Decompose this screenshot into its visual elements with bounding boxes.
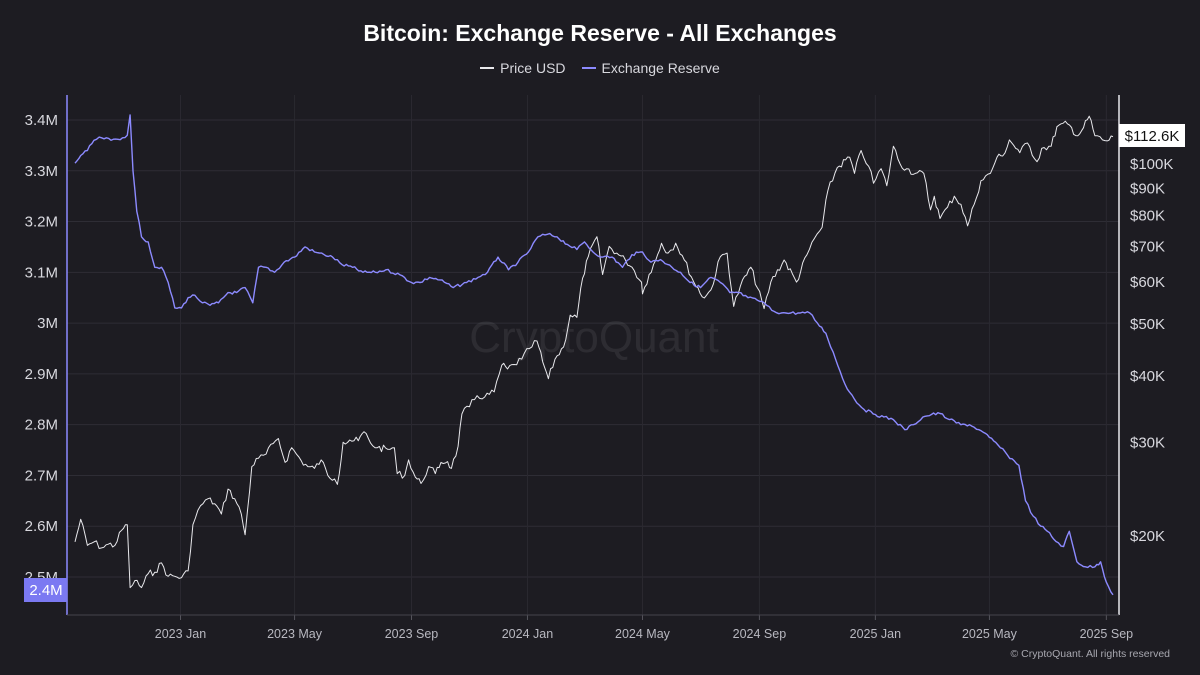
left-tick-label: 2.7M xyxy=(25,467,58,484)
right-tick-label: $50K xyxy=(1130,316,1165,333)
legend-item-price[interactable]: Price USD xyxy=(480,60,566,76)
left-tick-label: 3.1M xyxy=(25,264,58,281)
x-tick-label: 2024 Jan xyxy=(502,627,553,641)
right-tick-label: $40K xyxy=(1130,368,1165,385)
left-tick-label: 3M xyxy=(37,315,58,332)
x-axis: 2023 Jan 2023 May 2023 Sep 2024 Jan 2024 May… xyxy=(67,614,1134,641)
copyright-text: © CryptoQuant. All rights reserved xyxy=(1010,648,1170,660)
legend-swatch-price xyxy=(480,67,495,69)
legend-item-reserve[interactable]: Exchange Reserve xyxy=(581,60,720,76)
series-line-price xyxy=(74,115,1114,589)
left-tick-label: 2.9M xyxy=(25,366,58,383)
price-current-label: $112.6K xyxy=(1125,128,1180,145)
x-tick-label: 2023 May xyxy=(267,627,323,641)
series-line-reserve xyxy=(74,114,1114,596)
series-lines xyxy=(74,114,1114,596)
chart-legend: Price USD Exchange Reserve xyxy=(0,60,1200,76)
legend-label-price: Price USD xyxy=(500,60,566,76)
chart-title: Bitcoin: Exchange Reserve - All Exchange… xyxy=(363,20,837,46)
right-tick-label: $90K xyxy=(1130,180,1165,197)
x-tick-label: 2025 Jan xyxy=(850,627,901,641)
left-tick-label: 3.2M xyxy=(25,214,58,231)
x-tick-label: 2025 Sep xyxy=(1080,627,1134,641)
x-tick-label: 2023 Sep xyxy=(385,627,439,641)
x-tick-label: 2024 May xyxy=(615,627,671,641)
price-current-badge xyxy=(1119,124,1185,147)
legend-label-reserve: Exchange Reserve xyxy=(601,60,720,76)
reserve-current-label: 2.4M xyxy=(29,582,62,599)
right-tick-label: $60K xyxy=(1130,274,1165,291)
gridlines xyxy=(67,95,1119,615)
watermark: CryptoQuant xyxy=(469,313,718,362)
left-tick-label: 2.6M xyxy=(25,518,58,535)
right-tick-label: $30K xyxy=(1130,434,1165,451)
x-tick-label: 2023 Jan xyxy=(155,627,206,641)
right-tick-label: $100K xyxy=(1130,156,1173,173)
right-tick-label: $70K xyxy=(1130,238,1165,255)
left-tick-label: 3.3M xyxy=(25,163,58,180)
right-axis: $100K $90K $80K $70K $60K $50K $40K $30K $20K xyxy=(1118,95,1173,615)
left-tick-label: 2.8M xyxy=(25,417,58,434)
right-tick-label: $20K xyxy=(1130,528,1165,545)
x-tick-label: 2025 May xyxy=(962,627,1018,641)
legend-swatch-reserve xyxy=(581,67,596,69)
value-badges: $112.6K 2.4M xyxy=(24,124,1185,602)
left-tick-label: 3.4M xyxy=(25,112,58,129)
x-tick-label: 2024 Sep xyxy=(733,627,787,641)
right-tick-label: $80K xyxy=(1130,208,1165,225)
reserve-current-badge xyxy=(24,578,67,602)
